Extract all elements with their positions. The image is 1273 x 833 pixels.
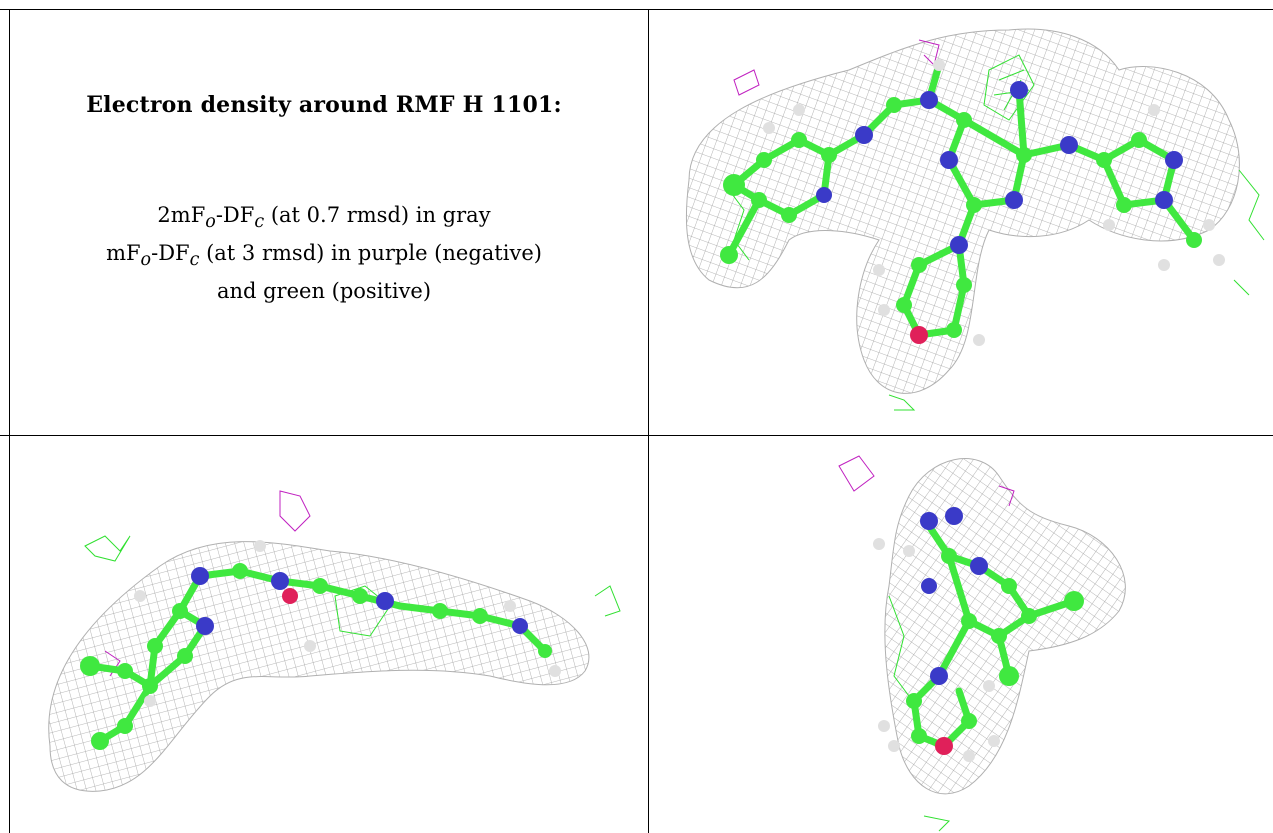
green-mesh <box>888 394 916 411</box>
purple-mesh <box>918 39 940 66</box>
purple-mesh <box>279 490 311 532</box>
caption-cell: Electron density around RMF H 1101: 2mFo… <box>0 0 648 435</box>
green-mesh <box>728 189 750 261</box>
density-panel-top-right <box>649 10 1273 435</box>
purple-mesh <box>998 485 1015 507</box>
density-render-top-right <box>685 28 1265 411</box>
green-mesh <box>888 595 910 697</box>
green-mesh <box>923 815 951 832</box>
green-mesh <box>1233 169 1265 296</box>
legend-line-green: and green (positive) <box>216 279 432 304</box>
green-mesh <box>334 585 391 637</box>
purple-mesh <box>838 455 875 492</box>
ligand-atoms <box>720 59 1225 346</box>
legend-line-gray: 2mFo-DFc (at 0.7 rmsd) in gray <box>157 203 491 233</box>
gray-mesh <box>685 28 1240 394</box>
density-panel-bottom-right <box>649 436 1273 833</box>
caption-legend: 2mFo-DFc (at 0.7 rmsd) in gray mFo-DFc (… <box>0 200 648 307</box>
table-border-center <box>648 9 649 833</box>
density-render-bottom-left <box>48 490 621 792</box>
green-mesh <box>594 585 621 617</box>
ligand-atoms <box>80 540 561 750</box>
gray-mesh <box>884 458 1126 795</box>
density-render-bottom-right <box>838 455 1126 832</box>
purple-mesh <box>733 69 760 96</box>
table-border-middle <box>0 435 1273 436</box>
green-mesh <box>84 535 131 562</box>
legend-line-purple: mFo-DFc (at 3 rmsd) in purple (negative) <box>106 241 542 271</box>
table-border-top <box>0 9 1273 10</box>
caption-title: Electron density around RMF H 1101: <box>86 92 562 118</box>
density-panel-bottom-left <box>10 436 648 833</box>
table-border-left <box>9 9 10 833</box>
ligand-atoms <box>873 507 1084 762</box>
